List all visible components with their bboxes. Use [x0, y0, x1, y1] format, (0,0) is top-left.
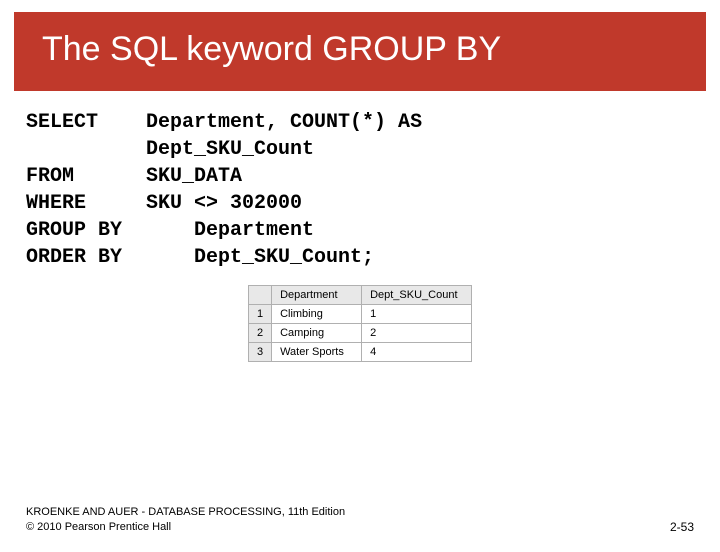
title-bar: The SQL keyword GROUP BY — [14, 12, 706, 91]
sql-line-5: GROUP BY Department — [26, 219, 314, 242]
result-table: Department Dept_SKU_Count 1 Climbing 1 2… — [248, 285, 472, 362]
table-row: 3 Water Sports 4 — [248, 343, 471, 362]
table-col-header: Department — [272, 286, 362, 305]
table-cell: 1 — [362, 305, 472, 324]
table-row-header: 3 — [248, 343, 271, 362]
table-row-header: 2 — [248, 324, 271, 343]
footer-line-1: KROENKE AND AUER - DATABASE PROCESSING, … — [26, 505, 345, 519]
table-col-header: Dept_SKU_Count — [362, 286, 472, 305]
table-row: 2 Camping 2 — [248, 324, 471, 343]
table-cell: Climbing — [272, 305, 362, 324]
footer: KROENKE AND AUER - DATABASE PROCESSING, … — [26, 505, 694, 534]
footer-left: KROENKE AND AUER - DATABASE PROCESSING, … — [26, 505, 345, 534]
result-table-wrap: Department Dept_SKU_Count 1 Climbing 1 2… — [0, 285, 720, 362]
table-cell: 4 — [362, 343, 472, 362]
sql-line-1: SELECT Department, COUNT(*) AS — [26, 111, 422, 134]
sql-line-2: Dept_SKU_Count — [26, 138, 314, 161]
page-number: 2-53 — [670, 520, 694, 534]
table-header-row: Department Dept_SKU_Count — [248, 286, 471, 305]
table-row-header: 1 — [248, 305, 271, 324]
table-cell: Camping — [272, 324, 362, 343]
table-row: 1 Climbing 1 — [248, 305, 471, 324]
table-cell: Water Sports — [272, 343, 362, 362]
slide-title: The SQL keyword GROUP BY — [42, 30, 686, 69]
sql-line-4: WHERE SKU <> 302000 — [26, 192, 302, 215]
sql-line-6: ORDER BY Dept_SKU_Count; — [26, 246, 374, 269]
table-cell: 2 — [362, 324, 472, 343]
sql-code-block: SELECT Department, COUNT(*) AS Dept_SKU_… — [0, 91, 720, 271]
footer-line-2: © 2010 Pearson Prentice Hall — [26, 520, 345, 534]
sql-line-3: FROM SKU_DATA — [26, 165, 242, 188]
table-corner-cell — [248, 286, 271, 305]
